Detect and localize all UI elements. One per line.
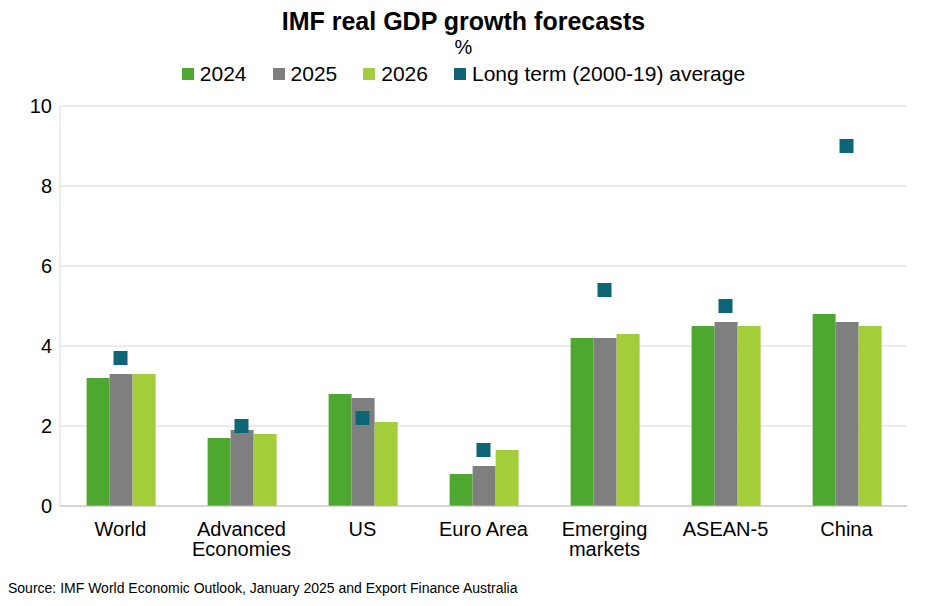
svg-text:ASEAN-5: ASEAN-5 — [683, 518, 769, 540]
svg-text:Emergingmarkets: Emergingmarkets — [562, 518, 648, 560]
html-text:Long term (2000-19) average: Long term (2000-19) average — [472, 62, 746, 85]
svg-text:World: World — [95, 518, 147, 540]
html-text:IMF real GDP growth forecasts: IMF real GDP growth forecasts — [281, 7, 646, 35]
svg-text:8: 8 — [41, 175, 52, 197]
svg-text:US: US — [349, 518, 377, 540]
html-text:2025: 2025 — [290, 62, 338, 85]
html-text:Source: IMF World Economic Out: Source: IMF World Economic Outlook, Janu… — [8, 580, 518, 596]
svg-text:0: 0 — [41, 495, 52, 517]
svg-text:4: 4 — [41, 335, 52, 357]
svg-text:AdvancedEconomies: AdvancedEconomies — [192, 518, 291, 560]
svg-text:10: 10 — [30, 95, 52, 117]
html-text:2024: 2024 — [199, 62, 247, 85]
svg-text:6: 6 — [41, 255, 52, 277]
svg-text:China: China — [820, 518, 873, 540]
svg-text:Euro Area: Euro Area — [439, 518, 529, 540]
svg-text:2: 2 — [41, 415, 52, 437]
html-text:2026: 2026 — [381, 62, 428, 85]
